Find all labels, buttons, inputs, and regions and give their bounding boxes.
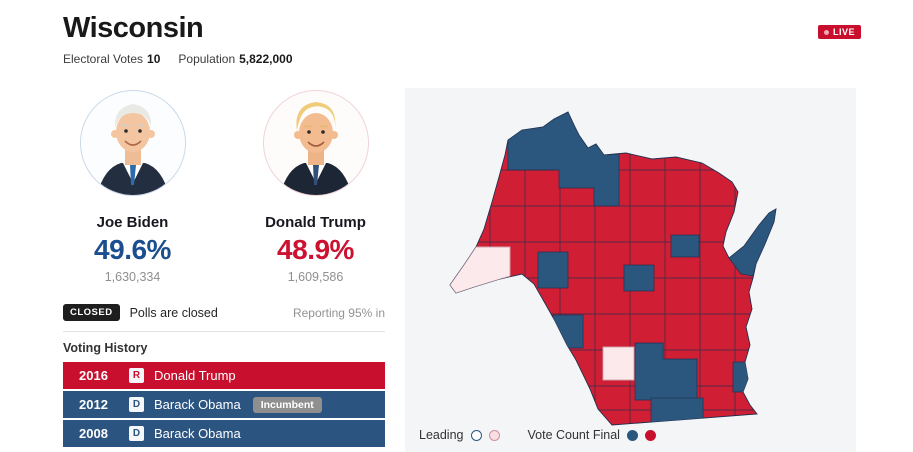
history-year: 2016: [79, 368, 108, 383]
county-democrat-northwest[interactable]: [507, 112, 620, 207]
candidate-votes: 1,609,586: [287, 270, 344, 284]
candidate-percent: 48.9%: [277, 234, 354, 265]
polls-status-bar: CLOSED Polls are closed Reporting 95% in: [63, 304, 385, 321]
county-democrat-westcentral[interactable]: [537, 251, 569, 289]
divider: [63, 331, 385, 332]
candidate-name: Donald Trump: [265, 214, 366, 231]
map-panel: Leading Vote Count Final: [405, 88, 856, 452]
party-d-icon: D: [129, 426, 144, 441]
legend-final-label: Vote Count Final: [527, 428, 620, 442]
legend-leading-rep-icon: [488, 429, 500, 441]
party-d-icon: D: [129, 397, 144, 412]
history-year: 2012: [79, 397, 108, 412]
legend-leading-label: Leading: [419, 428, 464, 442]
wisconsin-county-map[interactable]: [405, 88, 856, 452]
avatar: [262, 90, 369, 196]
reporting-text: Reporting 95% in: [292, 305, 385, 320]
closed-badge: CLOSED: [63, 304, 120, 321]
live-badge: LIVE: [818, 25, 862, 39]
biden-portrait-icon: [80, 91, 185, 195]
legend-final-rep-icon: [644, 429, 656, 441]
county-democrat-door[interactable]: [728, 208, 776, 277]
party-r-icon: R: [129, 368, 144, 383]
history-row-2016: 2016 R Donald Trump: [63, 362, 385, 389]
county-democrat-dane[interactable]: [634, 342, 698, 401]
candidate-trump: Donald Trump 48.9% 1,609,586: [246, 90, 385, 284]
state-meta: Electoral Votes 10 Population 5,822,000: [63, 52, 293, 66]
history-winner: Barack Obama: [154, 397, 241, 412]
county-democrat-menominee[interactable]: [670, 234, 700, 258]
history-winner: Barack Obama: [154, 426, 241, 441]
history-winner: Donald Trump: [154, 368, 236, 383]
candidate-percent: 49.6%: [94, 234, 171, 265]
population: Population 5,822,000: [178, 52, 293, 66]
avatar: [79, 90, 186, 196]
candidate-name: Joe Biden: [96, 214, 169, 231]
county-leading-west[interactable]: [450, 246, 511, 294]
county-democrat-lacrosse[interactable]: [552, 314, 584, 349]
candidates-section: Joe Biden 49.6% 1,630,334: [63, 90, 385, 284]
voting-history-list: 2016 R Donald Trump 2012 D Barack Obama …: [63, 362, 385, 447]
history-row-2012: 2012 D Barack Obama Incumbent: [63, 391, 385, 418]
incumbent-badge: Incumbent: [252, 396, 322, 413]
voting-history-title: Voting History: [63, 341, 148, 355]
polls-status-text: Polls are closed: [129, 305, 218, 320]
trump-portrait-icon: [263, 91, 368, 195]
map-legend: Leading Vote Count Final: [419, 428, 656, 442]
candidate-votes: 1,630,334: [104, 270, 161, 284]
page-title: Wisconsin: [63, 12, 204, 44]
legend-leading-dem-icon: [470, 429, 482, 441]
candidate-biden: Joe Biden 49.6% 1,630,334: [63, 90, 202, 284]
history-year: 2008: [79, 426, 108, 441]
electoral-votes: Electoral Votes 10: [63, 52, 161, 66]
live-dot-icon: [824, 29, 829, 35]
legend-final-dem-icon: [626, 429, 638, 441]
county-democrat-portage[interactable]: [623, 264, 655, 292]
history-row-2008: 2008 D Barack Obama: [63, 420, 385, 447]
county-leading-southcentral[interactable]: [602, 346, 635, 381]
